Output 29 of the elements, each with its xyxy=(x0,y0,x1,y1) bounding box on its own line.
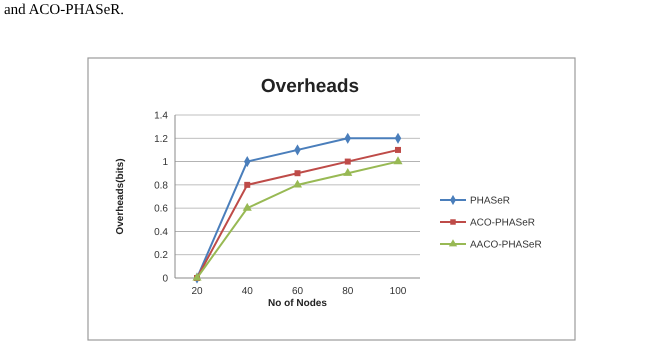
x-tick-label: 60 xyxy=(292,286,304,297)
point xyxy=(242,202,252,211)
y-tick-label: 0.8 xyxy=(154,180,168,192)
x-tick-label: 80 xyxy=(342,286,354,297)
point xyxy=(292,180,302,188)
legend-label: PHASeR xyxy=(470,196,510,206)
text: and ACO-PHASeR. xyxy=(4,2,124,18)
x-tick-label: 20 xyxy=(191,286,203,297)
y-tick-label: 0.4 xyxy=(154,226,168,238)
y-tick-label: 1.4 xyxy=(154,110,168,122)
point xyxy=(192,272,202,281)
point xyxy=(294,170,300,176)
x-axis-title: No of Nodes xyxy=(268,298,328,309)
point xyxy=(244,182,250,188)
y-tick-label: 0 xyxy=(162,274,168,284)
chart-title: Overheads xyxy=(260,76,360,97)
legend-label: AACO-PHASeR xyxy=(470,240,542,250)
legend-label: ACO-PHASeR xyxy=(470,218,536,228)
point xyxy=(393,156,403,164)
y-tick-label: 1 xyxy=(162,157,168,168)
y-tick-label: 1.2 xyxy=(154,134,168,145)
x-tick-label: 40 xyxy=(242,286,254,297)
point xyxy=(343,168,352,176)
point xyxy=(344,158,351,165)
x-tick-label: 100 xyxy=(390,286,407,297)
y-axis-title: Overheads(bits) xyxy=(115,158,126,235)
y-tick-label: 0.6 xyxy=(154,204,168,215)
point xyxy=(395,146,401,153)
y-tick-label: 0.2 xyxy=(154,250,168,262)
